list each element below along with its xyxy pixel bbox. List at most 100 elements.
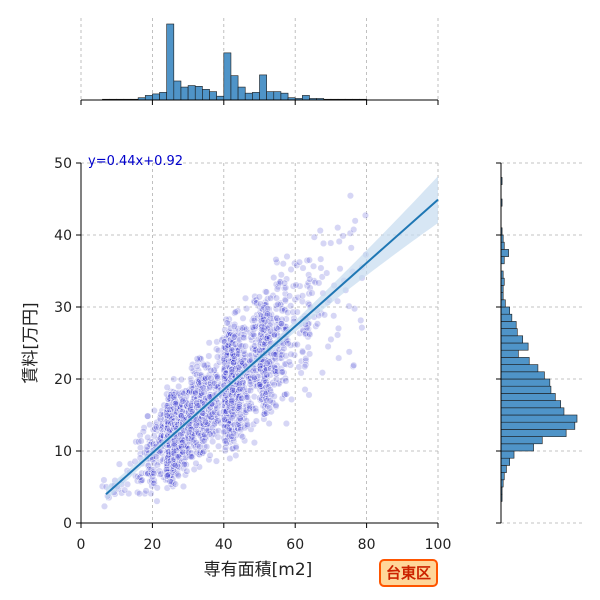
scatter-point [357, 316, 365, 324]
y-hist-bar [500, 414, 578, 423]
scatter-point [183, 467, 191, 475]
scatter-point [255, 381, 264, 389]
scatter-point [287, 350, 295, 358]
y-hist-bar [500, 385, 552, 394]
scatter-point [172, 400, 180, 408]
scatter-point [334, 324, 343, 332]
scatter-point [144, 433, 152, 441]
scatter-point [146, 421, 154, 429]
scatter-point [235, 379, 243, 388]
scatter-point [336, 265, 344, 273]
scatter-point [301, 363, 309, 371]
scatter-point [305, 256, 313, 264]
scatter-point [265, 419, 273, 428]
scatter-point [270, 274, 278, 282]
scatter-point [200, 447, 208, 455]
scatter-point [242, 305, 251, 313]
scatter-point [318, 369, 326, 377]
scatter-point [199, 384, 207, 392]
scatter-point [200, 361, 209, 370]
scatter-point [132, 438, 140, 446]
scatter-point [232, 451, 240, 460]
scatter-point [293, 308, 301, 316]
scatter-point [287, 302, 295, 310]
scatter-point [284, 340, 292, 348]
scatter-point [293, 341, 301, 349]
scatter-point [272, 401, 280, 409]
y-hist-bar [500, 342, 529, 351]
scatter-point [115, 460, 123, 468]
scatter-point [228, 414, 236, 422]
scatter-point [287, 265, 295, 274]
scatter-point [252, 417, 260, 425]
scatter-point [297, 369, 305, 377]
scatter-point [200, 437, 208, 445]
scatter-point [334, 224, 342, 232]
scatter-point [263, 335, 271, 343]
scatter-point [285, 292, 294, 300]
scatter-point [250, 439, 258, 447]
scatter-point [137, 437, 145, 445]
scatter-point [304, 343, 312, 351]
scatter-point [152, 453, 160, 461]
scatter-point [192, 459, 200, 467]
scatter-point [100, 502, 109, 510]
scatter-point [317, 264, 325, 272]
scatter-point [263, 359, 271, 367]
scatter-point [270, 381, 278, 389]
scatter-point [243, 393, 252, 401]
scatter-point [310, 233, 318, 241]
scatter-point [206, 383, 214, 391]
x-hist-bar [223, 52, 232, 101]
scatter-point [239, 333, 247, 341]
scatter-point [150, 469, 158, 478]
scatter-point [163, 484, 171, 492]
scatter-point [316, 227, 324, 235]
scatter-point [171, 461, 179, 469]
x-tick-label: 40 [215, 537, 233, 553]
scatter-point [270, 331, 278, 339]
x-hist-bar [166, 23, 175, 101]
scatter-point [319, 239, 328, 248]
x-hist-bar [144, 95, 153, 101]
scatter-point [191, 389, 199, 397]
scatter-point [229, 386, 237, 394]
scatter-point [118, 489, 126, 497]
scatter-point [335, 237, 343, 246]
y-hist-bar [500, 357, 530, 365]
scatter-point [171, 480, 179, 488]
scatter-point [235, 403, 243, 411]
x-tick-label: 0 [77, 537, 86, 553]
scatter-point [229, 429, 238, 438]
x-hist-bar [244, 92, 253, 101]
scatter-point [235, 363, 243, 371]
scatter-point [205, 352, 213, 360]
y-hist-bar [500, 400, 562, 409]
scatter-point [232, 444, 240, 452]
scatter-point [179, 482, 188, 491]
scatter-point [282, 390, 291, 398]
scatter-point [266, 404, 274, 412]
scatter-point [283, 252, 291, 261]
scatter-point [135, 490, 144, 498]
scatter-point [298, 292, 307, 300]
scatter-point [243, 420, 252, 428]
x-hist-bar [216, 95, 225, 101]
y-tick-label: 30 [54, 300, 72, 316]
scatter-point [237, 425, 245, 433]
x-marginal-histogram [102, 23, 367, 101]
scatter-point [263, 310, 272, 318]
scatter-point [278, 368, 286, 376]
ward-badge: 台東区 [379, 559, 439, 587]
scatter-point [175, 382, 183, 391]
scatter-point [170, 375, 178, 383]
y-hist-bar [500, 436, 543, 445]
scatter-point [170, 393, 178, 401]
scatter-point [346, 192, 354, 200]
scatter-point [324, 342, 332, 351]
scatter-point [280, 279, 289, 287]
scatter-point [282, 377, 290, 385]
scatter-point [174, 472, 182, 480]
scatter-point [138, 469, 146, 477]
scatter-point [241, 342, 249, 350]
